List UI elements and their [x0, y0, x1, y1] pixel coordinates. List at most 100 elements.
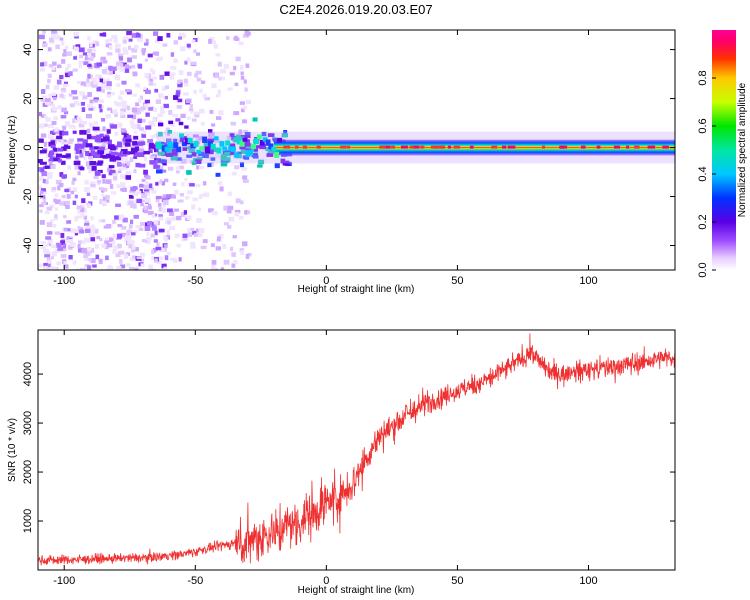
spectrogram-cell [191, 118, 197, 122]
spectrogram-cell [104, 237, 108, 241]
spectrogram-cell [97, 150, 105, 155]
spectrogram-cell [158, 207, 162, 212]
spectrogram-cell [122, 149, 128, 154]
spectrogram-cell [67, 63, 71, 69]
spectrogram-cell [152, 145, 159, 150]
spectrogram-cell [147, 220, 153, 226]
spectrogram-cell [102, 60, 108, 64]
spectrogram-cell [50, 244, 57, 249]
spectrogram-xtick-label: 100 [579, 275, 597, 287]
main-band-peak [441, 145, 446, 149]
spectrogram-cell [183, 78, 188, 84]
colorbar-tick-label: 0.8 [697, 70, 709, 85]
spectrogram-cell [162, 194, 169, 198]
spectrogram-cell [102, 151, 107, 156]
spectrogram-cell [240, 64, 244, 70]
spectrogram-cell [86, 165, 91, 170]
spectrogram-cell [107, 139, 113, 145]
spectrogram-cell [139, 183, 144, 188]
spectrogram-cell [90, 55, 94, 61]
spectrogram-cell [121, 80, 127, 85]
main-band-peak [302, 145, 307, 149]
spectrogram-cell [167, 166, 174, 171]
main-band-peak [340, 145, 347, 149]
spectrogram-cell [66, 200, 71, 205]
spectrogram-cell [176, 157, 182, 161]
spectrogram-cell [99, 269, 105, 270]
spectrogram-cell [74, 143, 82, 147]
spectrogram-cell [200, 245, 207, 250]
main-band-peak [662, 145, 669, 149]
spectrogram-cell [188, 149, 196, 153]
main-band-cell [176, 146, 182, 153]
spectrogram-cell [236, 151, 242, 156]
spectrogram-cell [207, 208, 214, 213]
spectrogram-cell [98, 259, 103, 264]
spectrogram-cell [235, 56, 241, 62]
spectrogram-cell [152, 31, 159, 36]
spectrogram-cell [191, 152, 197, 157]
main-band-cell [164, 146, 170, 152]
spectrogram-cell [40, 133, 47, 138]
spectrogram-cell [145, 125, 152, 130]
spectrogram-cell [148, 140, 154, 145]
spectrogram-cell [76, 205, 83, 210]
spectrogram-cell [224, 152, 232, 157]
spectrogram-cell [49, 219, 54, 223]
spectrogram-cell [204, 97, 211, 101]
spectrogram-cell [163, 266, 167, 270]
spectrogram-cell [99, 32, 106, 37]
spectrogram-cell [116, 152, 122, 157]
spectrogram-cell [192, 197, 199, 202]
spectrogram-cell [235, 198, 241, 204]
spectrogram-cell [39, 161, 47, 165]
spectrogram-cell [57, 246, 64, 251]
spectrogram-cell [117, 142, 123, 148]
spectrogram-cell [119, 163, 126, 167]
spectrogram-cell [235, 135, 242, 139]
spectrogram-cell [153, 239, 158, 243]
snr-xtick-label: 50 [451, 575, 463, 587]
spectrogram-cell [203, 192, 210, 197]
spectrogram-cell [44, 165, 50, 169]
spectrogram-cell [178, 36, 183, 40]
spectrogram-cell [68, 138, 74, 142]
spectrogram-cell [231, 252, 236, 257]
spectrogram-cell [83, 216, 87, 220]
spectrogram-cell [154, 133, 160, 138]
spectrogram-cell [141, 193, 147, 199]
spectrogram-cell [152, 107, 157, 113]
spectrogram-cell [186, 215, 192, 221]
spectrogram-cell [184, 177, 188, 182]
spectrogram-cell [132, 141, 138, 145]
spectrogram-cell [244, 87, 248, 92]
spectrogram-cell [149, 68, 154, 73]
spectrogram-cell [87, 63, 92, 67]
spectrogram-cell [90, 231, 95, 236]
spectrogram-cell [77, 247, 84, 253]
spectrogram-cell [133, 168, 137, 174]
spectrogram-cell [211, 259, 217, 265]
spectrogram-cell [182, 33, 187, 39]
spectrogram-cell [49, 130, 56, 136]
spectrogram-cell [245, 63, 250, 68]
spectrogram-cell [88, 258, 92, 262]
spectrogram-cell [102, 187, 108, 192]
spectrogram-cell [154, 230, 158, 236]
spectrogram-cell [90, 151, 98, 157]
spectrogram-cell [96, 236, 100, 240]
main-band-peak [346, 145, 351, 149]
spectrogram-cell [79, 204, 86, 210]
colorbar: 0.0 0.2 0.4 0.6 0.8 Normalized spectral ampl… [697, 30, 748, 278]
spectrogram-cell [198, 165, 205, 170]
spectrogram-cell [56, 64, 62, 69]
spectrogram-cell [85, 143, 93, 148]
spectrogram-cell [253, 155, 259, 159]
spectrogram-cell [209, 109, 214, 114]
spectrogram-cell [48, 158, 54, 163]
spectrogram-cell [44, 98, 51, 103]
spectrogram-cell [51, 251, 57, 257]
spectrogram-cell [70, 228, 76, 233]
spectrogram-cell [164, 255, 169, 261]
spectrogram-cell [43, 61, 48, 67]
